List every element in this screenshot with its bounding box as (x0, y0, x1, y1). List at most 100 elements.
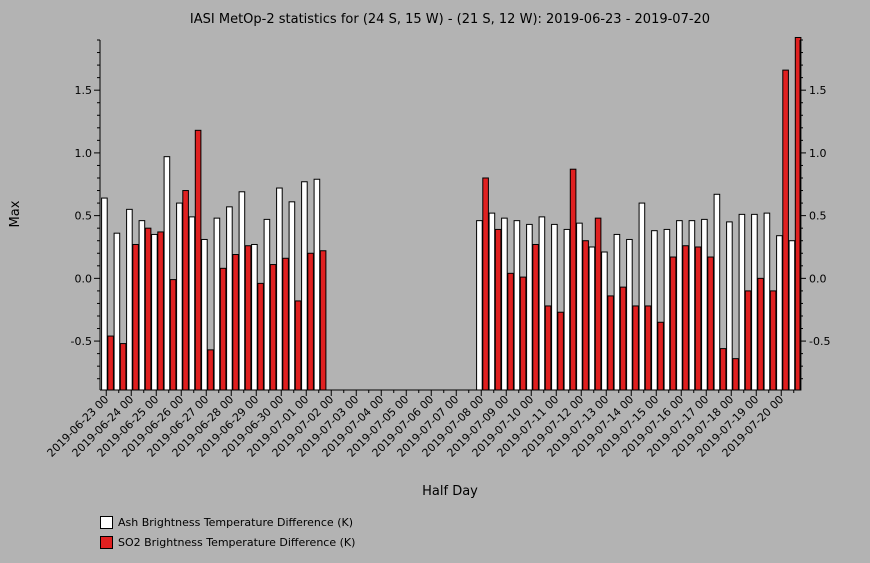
ash-bar (688, 220, 696, 391)
bars-group (101, 36, 802, 391)
so2-bar (232, 254, 239, 391)
so2-bar (757, 277, 764, 391)
so2-bar (782, 69, 789, 391)
ash-bar (538, 216, 546, 391)
so2-bar (657, 321, 664, 391)
ash-bar (151, 233, 158, 391)
so2-bar (282, 257, 289, 391)
y-axis-label: Max (8, 200, 23, 227)
legend: Ash Brightness Temperature Difference (K… (100, 512, 355, 552)
so2-bar (594, 217, 602, 391)
ash-bar (763, 212, 771, 391)
ash-bar (113, 232, 121, 391)
ash-bar (163, 156, 171, 391)
so2-bar (632, 305, 639, 391)
ash-bar (701, 218, 708, 391)
ash-bar (276, 187, 283, 391)
so2-bar (769, 290, 777, 391)
so2-bar (694, 246, 702, 391)
ash-bar (676, 220, 683, 391)
so2-bar (219, 267, 227, 391)
legend-item-ash: Ash Brightness Temperature Difference (K… (100, 512, 355, 532)
legend-label-ash: Ash Brightness Temperature Difference (K… (118, 515, 353, 529)
so2-bar (607, 295, 614, 391)
y-tick-label-right: 1.5 (809, 84, 827, 97)
y-tick-label-left: -0.5 (71, 335, 92, 348)
y-tick-label-right: 1.0 (809, 147, 827, 160)
so2-bar (569, 168, 577, 391)
so2-bar (482, 177, 489, 391)
ash-bar (588, 246, 596, 391)
so2-bar (719, 348, 727, 391)
so2-bar (532, 243, 539, 391)
so2-bar (257, 282, 264, 391)
ash-bar (551, 223, 558, 391)
y-tick-label-right: 0.0 (809, 272, 827, 285)
so2-bar (557, 311, 564, 391)
ash-bar (788, 240, 796, 391)
so2-bar (294, 300, 302, 391)
so2-bar (669, 256, 677, 391)
ash-bar (576, 222, 583, 391)
ash-bar (313, 178, 321, 391)
so2-bar (732, 358, 739, 391)
ash-bar (238, 191, 246, 391)
ash-bar (476, 220, 483, 391)
ash-bar (738, 213, 746, 391)
ash-bar (263, 218, 271, 391)
legend-label-so2: SO2 Brightness Temperature Difference (K… (118, 535, 356, 549)
so2-bar (644, 305, 652, 391)
so2-bar (269, 264, 277, 391)
ash-bar (713, 193, 721, 391)
chart-title: IASI MetOp-2 statistics for (24 S, 15 W)… (190, 12, 710, 27)
ash-bar (101, 197, 108, 391)
y-tick-label-right: -0.5 (809, 335, 830, 348)
so2-bar (307, 252, 314, 391)
y-tick-label-right: 0.5 (809, 210, 827, 223)
ash-bar (776, 235, 783, 391)
so2-bar (494, 228, 502, 391)
so2-bar (194, 129, 202, 391)
so2-bar (119, 343, 127, 391)
so2-bar (682, 245, 689, 391)
y-tick-label-left: 1.0 (75, 147, 93, 160)
ash-bar (501, 217, 508, 391)
ash-bar (563, 228, 571, 391)
ash-bar (613, 233, 621, 391)
so2-bar (182, 190, 189, 391)
ash-bar (138, 220, 146, 391)
so2-bar (619, 286, 627, 391)
ash-bar (188, 216, 196, 391)
ash-bar (301, 181, 308, 391)
ash-bar (751, 213, 758, 391)
so2-bar (507, 272, 514, 391)
ash-bar (213, 217, 221, 391)
so2-bar (544, 305, 552, 391)
ash-bar (626, 238, 633, 391)
ash-bar (513, 220, 521, 391)
so2-bar (169, 279, 177, 391)
y-tick-label-left: 0.0 (75, 272, 93, 285)
ash-bar (651, 230, 658, 391)
so2-bar (107, 335, 114, 391)
ash-bar (638, 202, 646, 391)
legend-swatch-so2 (100, 535, 113, 549)
so2-bar (132, 243, 139, 391)
ash-bar (251, 243, 258, 391)
so2-bar (744, 290, 752, 391)
y-tick-label-left: 1.5 (75, 84, 93, 97)
so2-bar (707, 256, 714, 391)
ash-bar (488, 212, 496, 391)
so2-bar (157, 231, 164, 391)
ash-bar (126, 208, 133, 391)
x-axis-label: Half Day (422, 484, 478, 499)
ash-bar (663, 228, 671, 391)
so2-bar (144, 227, 152, 391)
so2-bar (207, 349, 214, 391)
ash-bar (601, 251, 608, 391)
ash-bar (726, 221, 733, 391)
so2-bar (582, 240, 589, 391)
ash-bar (526, 223, 533, 391)
